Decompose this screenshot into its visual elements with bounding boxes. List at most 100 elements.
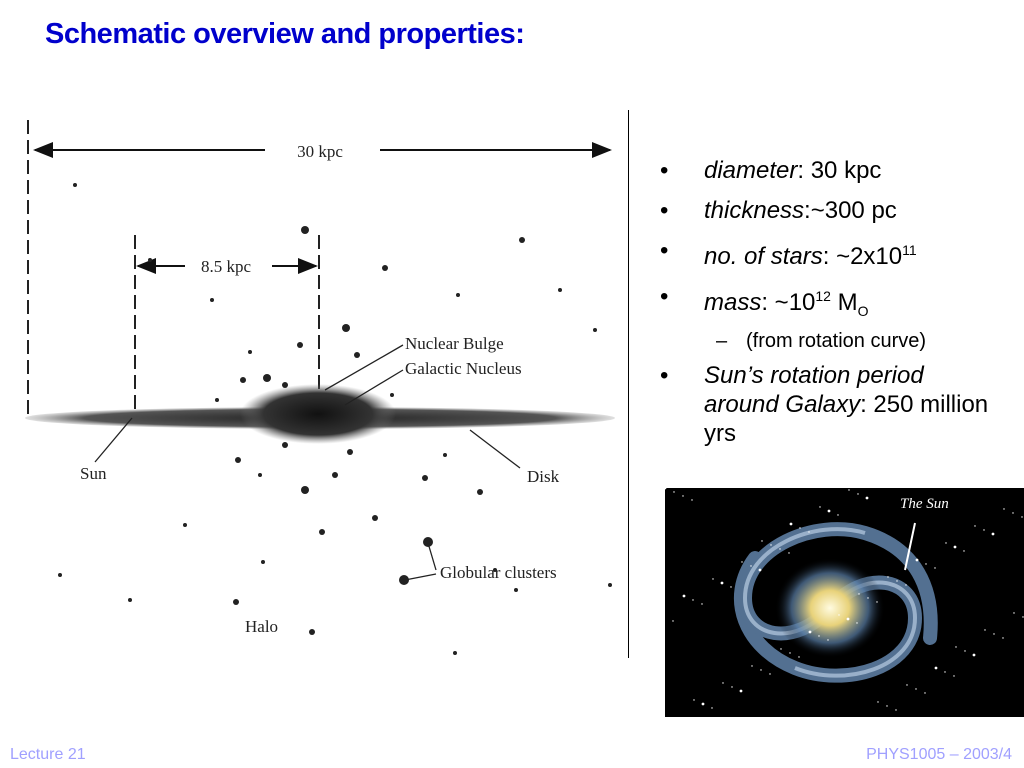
star: [240, 377, 246, 383]
label: Galactic Nucleus: [405, 359, 522, 378]
photo-star: [924, 692, 926, 694]
pointer-lines: [94, 344, 521, 581]
photo-star: [837, 514, 839, 516]
star: [456, 293, 460, 297]
bullet-text: Sun’s rotation period around Galaxy: [704, 361, 924, 418]
bullet-text: no. of stars: [704, 243, 823, 270]
photo-star: [819, 506, 821, 508]
photo-star: [953, 545, 957, 549]
photo-star: [944, 671, 946, 673]
footer-left: Lecture 21: [10, 746, 86, 763]
photo-star: [858, 593, 860, 595]
star: [332, 472, 338, 478]
photo-star: [915, 688, 917, 690]
star: [519, 237, 525, 243]
photo-star: [1003, 508, 1005, 510]
star: [399, 575, 409, 585]
photo-star: [701, 603, 703, 605]
photo-star: [798, 656, 800, 658]
bullet-text: 12: [815, 288, 831, 304]
photo-star: [741, 561, 743, 563]
scale-arrows: [33, 142, 612, 274]
photo-star: [838, 614, 840, 616]
star: [347, 449, 353, 455]
photo-star: [730, 586, 732, 588]
bullet-text: (from rotation curve): [746, 329, 927, 352]
bullet-text: thickness: [704, 197, 805, 224]
photo-star: [789, 652, 791, 654]
bullet: no. of stars: ~2x1011: [660, 236, 990, 271]
star: [282, 382, 288, 388]
photo-star: [691, 499, 693, 501]
bullet-text: mass: [704, 289, 762, 316]
photo-star: [856, 622, 858, 624]
star: [608, 583, 612, 587]
bullet: (from rotation curve): [660, 329, 990, 353]
photo-star: [780, 648, 782, 650]
photo-star: [769, 673, 771, 675]
photo-star: [711, 707, 713, 709]
footer-right: PHYS1005 – 2003/4: [866, 746, 1012, 763]
photo-star: [720, 581, 724, 585]
photo-star: [799, 527, 801, 529]
galaxy-schematic: 30 kpc 8.5 kpc Nuclear Bulge Galactic Nu…: [25, 120, 615, 655]
photo-star: [955, 646, 957, 648]
photo-star: [915, 558, 919, 562]
photo-star: [758, 568, 762, 572]
photo-star: [1022, 616, 1024, 618]
photo-star: [848, 489, 850, 491]
galaxy-photo: The Sun: [665, 488, 1024, 717]
star: [183, 523, 187, 527]
photo-star: [827, 509, 831, 513]
divider: [628, 110, 629, 658]
star: [558, 288, 562, 292]
star: [354, 352, 360, 358]
star: [443, 453, 447, 457]
bullet-text: : 250 million yrs: [704, 390, 989, 447]
photo-star: [974, 525, 976, 527]
photo-star: [905, 584, 907, 586]
photo-star: [887, 576, 889, 578]
photo-star: [865, 496, 869, 500]
photo-star: [808, 531, 810, 533]
photo-star: [963, 550, 965, 552]
slide-title: Schematic overview and properties:: [45, 18, 525, 50]
photo-star: [895, 709, 897, 711]
label: Halo: [245, 617, 278, 636]
star: [514, 588, 518, 592]
photo-star: [867, 597, 869, 599]
bullet: mass: ~1012 MO: [660, 282, 990, 326]
photo-star: [877, 701, 879, 703]
star: [319, 529, 325, 535]
photo-star: [712, 578, 714, 580]
star: [382, 265, 388, 271]
bullet-list: diameter: 30 kpc thickness:~300 pc no. of …: [660, 156, 990, 459]
star: [248, 350, 252, 354]
star: [128, 598, 132, 602]
photo-star: [693, 699, 695, 701]
label: Disk: [527, 467, 560, 486]
photo-star: [750, 565, 752, 567]
star: [372, 515, 378, 521]
star: [493, 568, 497, 572]
photo-star: [739, 689, 743, 693]
bullet-text: 11: [902, 242, 917, 258]
photo-star: [808, 630, 812, 634]
star: [477, 489, 483, 495]
star: [148, 258, 152, 262]
photo-star: [886, 705, 888, 707]
star: [301, 226, 309, 234]
label: Globular clusters: [440, 563, 557, 582]
star: [233, 599, 239, 605]
photo-star: [672, 620, 674, 622]
photo-star: [788, 552, 790, 554]
photo-star: [827, 639, 829, 641]
photo-star: [682, 594, 686, 598]
star: [235, 457, 241, 463]
label: Sun: [80, 464, 107, 483]
star: [301, 486, 309, 494]
photo-star: [953, 675, 955, 677]
star: [297, 342, 303, 348]
star: [258, 473, 262, 477]
label: 8.5 kpc: [201, 257, 252, 276]
